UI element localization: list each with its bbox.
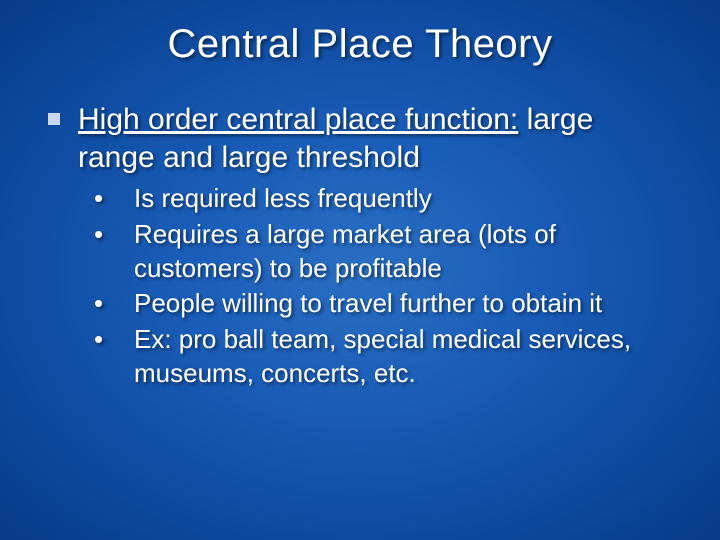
bullet-level2: •Ex: pro ball team, special medical serv… bbox=[114, 323, 672, 391]
dot-bullet-icon: • bbox=[114, 218, 134, 252]
square-bullet-icon bbox=[48, 113, 60, 125]
level1-text: High order central place function: large… bbox=[78, 101, 672, 176]
slide-content: High order central place function: large… bbox=[0, 77, 720, 391]
bullet-level2: •Is required less frequently bbox=[114, 182, 672, 216]
level2-text: Requires a large market area (lots of cu… bbox=[134, 219, 556, 283]
dot-bullet-icon: • bbox=[114, 182, 134, 216]
level1-underlined: High order central place function: bbox=[78, 103, 518, 136]
bullet-level2: •People willing to travel further to obt… bbox=[114, 287, 672, 321]
slide: Central Place Theory High order central … bbox=[0, 0, 720, 540]
level2-text: Ex: pro ball team, special medical servi… bbox=[134, 324, 631, 388]
dot-bullet-icon: • bbox=[114, 323, 134, 357]
bullet-level2: •Requires a large market area (lots of c… bbox=[114, 218, 672, 286]
bullet-level1: High order central place function: large… bbox=[48, 101, 672, 176]
level2-list: •Is required less frequently •Requires a… bbox=[48, 182, 672, 391]
slide-title: Central Place Theory bbox=[0, 0, 720, 77]
dot-bullet-icon: • bbox=[114, 287, 134, 321]
level2-text: People willing to travel further to obta… bbox=[134, 288, 602, 318]
level2-text: Is required less frequently bbox=[134, 183, 432, 213]
